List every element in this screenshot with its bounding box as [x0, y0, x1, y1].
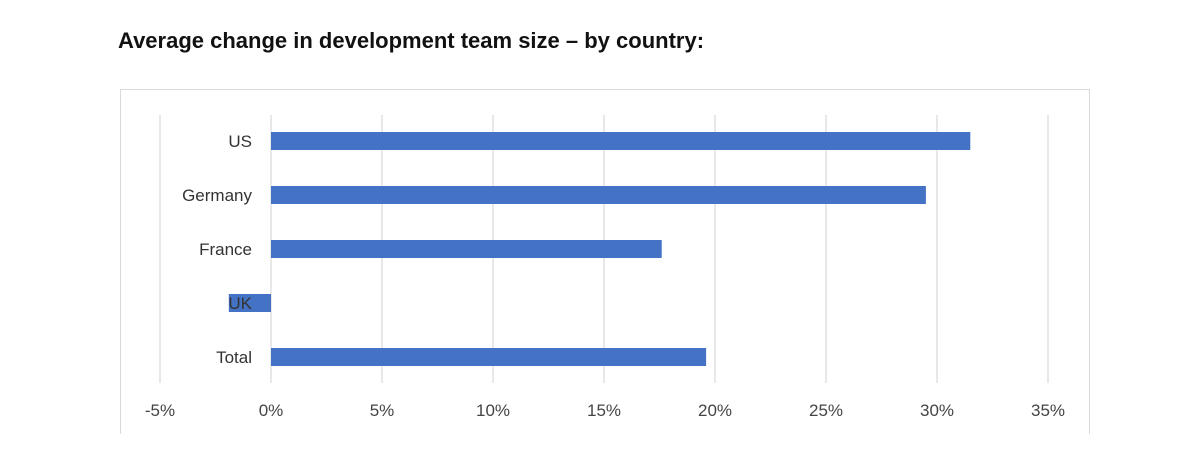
category-label-uk: UK — [228, 294, 252, 313]
x-tick-label: 10% — [476, 401, 510, 420]
bars — [228, 132, 971, 366]
x-tick-label: 35% — [1031, 401, 1065, 420]
category-label-total: Total — [216, 348, 252, 367]
bar-france — [271, 240, 662, 258]
x-tick-label: 5% — [370, 401, 395, 420]
x-tick-label: 30% — [920, 401, 954, 420]
chart-frame — [120, 89, 1090, 434]
x-tick-label: 25% — [809, 401, 843, 420]
bar-total — [271, 348, 707, 366]
category-labels: US Germany France UK Total — [182, 132, 253, 367]
category-label-france: France — [199, 240, 252, 259]
bar-us — [271, 132, 971, 150]
bar-uk — [228, 294, 271, 312]
page-title: Average change in development team size … — [118, 28, 705, 53]
x-tick-label: 20% — [698, 401, 732, 420]
category-label-us: US — [228, 132, 252, 151]
x-axis-tick-labels: -5% 0% 5% 10% 15% 20% 25% 30% 35% — [145, 401, 1065, 420]
category-label-germany: Germany — [182, 186, 252, 205]
x-tick-label: 0% — [259, 401, 284, 420]
x-tick-label: 15% — [587, 401, 621, 420]
x-tick-label: -5% — [145, 401, 175, 420]
bar-germany — [271, 186, 926, 204]
